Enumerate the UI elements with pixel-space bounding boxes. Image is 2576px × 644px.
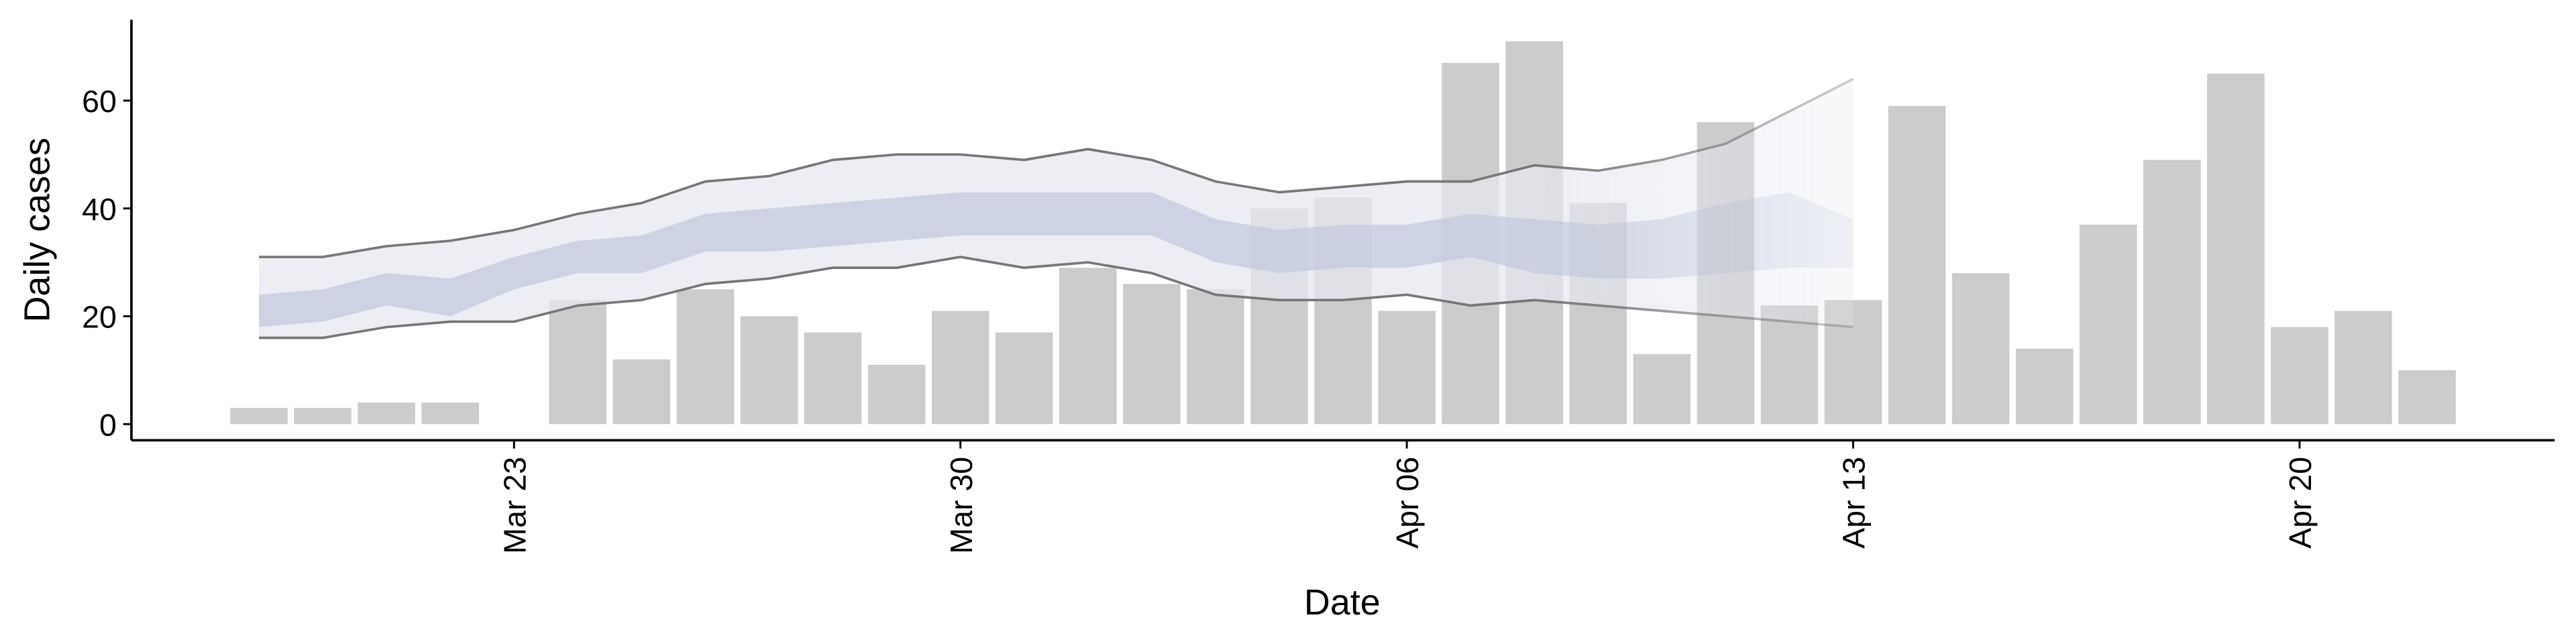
bar	[2079, 224, 2137, 425]
bar	[2271, 327, 2328, 425]
y-tick-label: 0	[99, 407, 117, 442]
bar	[612, 359, 671, 425]
bar	[549, 300, 607, 425]
bar	[1888, 105, 1946, 425]
y-tick-label: 60	[82, 84, 117, 119]
x-tick-label: Apr 20	[2283, 457, 2318, 549]
x-tick-label: Mar 30	[944, 457, 979, 554]
bar	[995, 332, 1053, 425]
bar	[740, 316, 798, 425]
bar	[2143, 160, 2201, 425]
bar	[1951, 273, 2010, 425]
bar	[867, 364, 926, 425]
bar	[1123, 284, 1181, 425]
bar	[931, 311, 989, 425]
x-tick-label: Apr 13	[1837, 457, 1872, 549]
y-tick-label: 40	[82, 192, 117, 227]
bar	[2334, 311, 2392, 425]
bar	[358, 402, 415, 425]
bar	[2207, 73, 2265, 425]
x-tick-label: Apr 06	[1390, 457, 1425, 549]
bar	[230, 408, 288, 425]
bar	[804, 332, 862, 425]
bar	[1059, 268, 1117, 425]
inner-band	[259, 192, 1854, 327]
bar	[2015, 348, 2074, 425]
axes: 0 20 40 60 Mar 23 Mar 30 Apr 06 Apr 13 Apr 20	[82, 19, 2555, 554]
interval-lower-line	[259, 256, 1854, 339]
bar	[1633, 354, 1691, 425]
x-tick-label: Mar 23	[497, 457, 532, 554]
bar	[1378, 311, 1436, 425]
x-axis-label: Date	[1304, 582, 1381, 623]
bands	[259, 78, 1854, 339]
interval-upper-line	[259, 78, 1854, 258]
bar	[1760, 305, 1819, 425]
bar	[294, 408, 352, 425]
bar	[2398, 370, 2456, 425]
y-axis-label: Daily cases	[17, 138, 57, 322]
bar	[421, 402, 479, 425]
bar	[1187, 289, 1244, 425]
y-tick-label: 20	[82, 300, 117, 335]
bar	[676, 289, 735, 425]
